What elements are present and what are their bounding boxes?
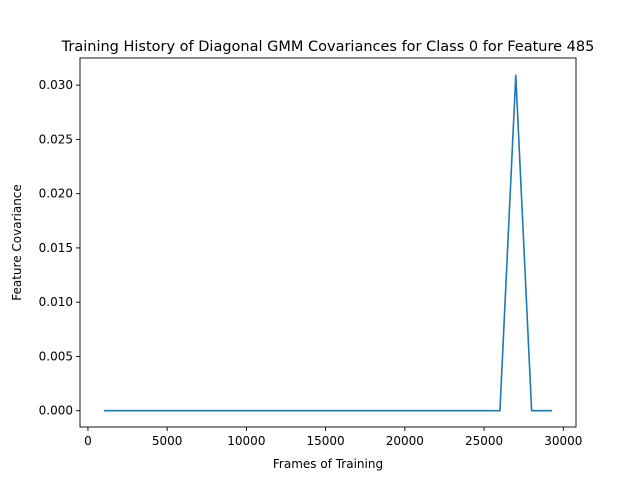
x-tick-label: 15000 bbox=[307, 434, 345, 448]
x-tick-label: 10000 bbox=[227, 434, 265, 448]
x-tick-label: 0 bbox=[84, 434, 92, 448]
y-tick-label: 0.025 bbox=[39, 132, 73, 146]
chart-title: Training History of Diagonal GMM Covaria… bbox=[61, 39, 595, 55]
plot-area bbox=[103, 74, 553, 412]
plot-frame bbox=[79, 57, 577, 428]
y-tick-label: 0.000 bbox=[39, 404, 73, 418]
y-tick-label: 0.010 bbox=[39, 295, 73, 309]
x-tick-label: 5000 bbox=[152, 434, 183, 448]
y-tick-label: 0.005 bbox=[39, 349, 73, 363]
x-tick-label: 25000 bbox=[465, 434, 503, 448]
y-tick-label: 0.020 bbox=[39, 187, 73, 201]
x-tick-label: 30000 bbox=[544, 434, 582, 448]
y-axis-label: Feature Covariance bbox=[10, 184, 24, 301]
x-tick-label: 20000 bbox=[386, 434, 424, 448]
y-tick-label: 0.030 bbox=[39, 78, 73, 92]
y-tick-label: 0.015 bbox=[39, 241, 73, 255]
y-axis: 0.000 0.005 0.010 0.015 0.020 0.025 0.030 bbox=[39, 78, 80, 418]
x-axis: 0 5000 10000 15000 20000 25000 30000 bbox=[84, 427, 582, 448]
series-line bbox=[103, 74, 553, 412]
x-axis-label: Frames of Training bbox=[273, 457, 383, 471]
